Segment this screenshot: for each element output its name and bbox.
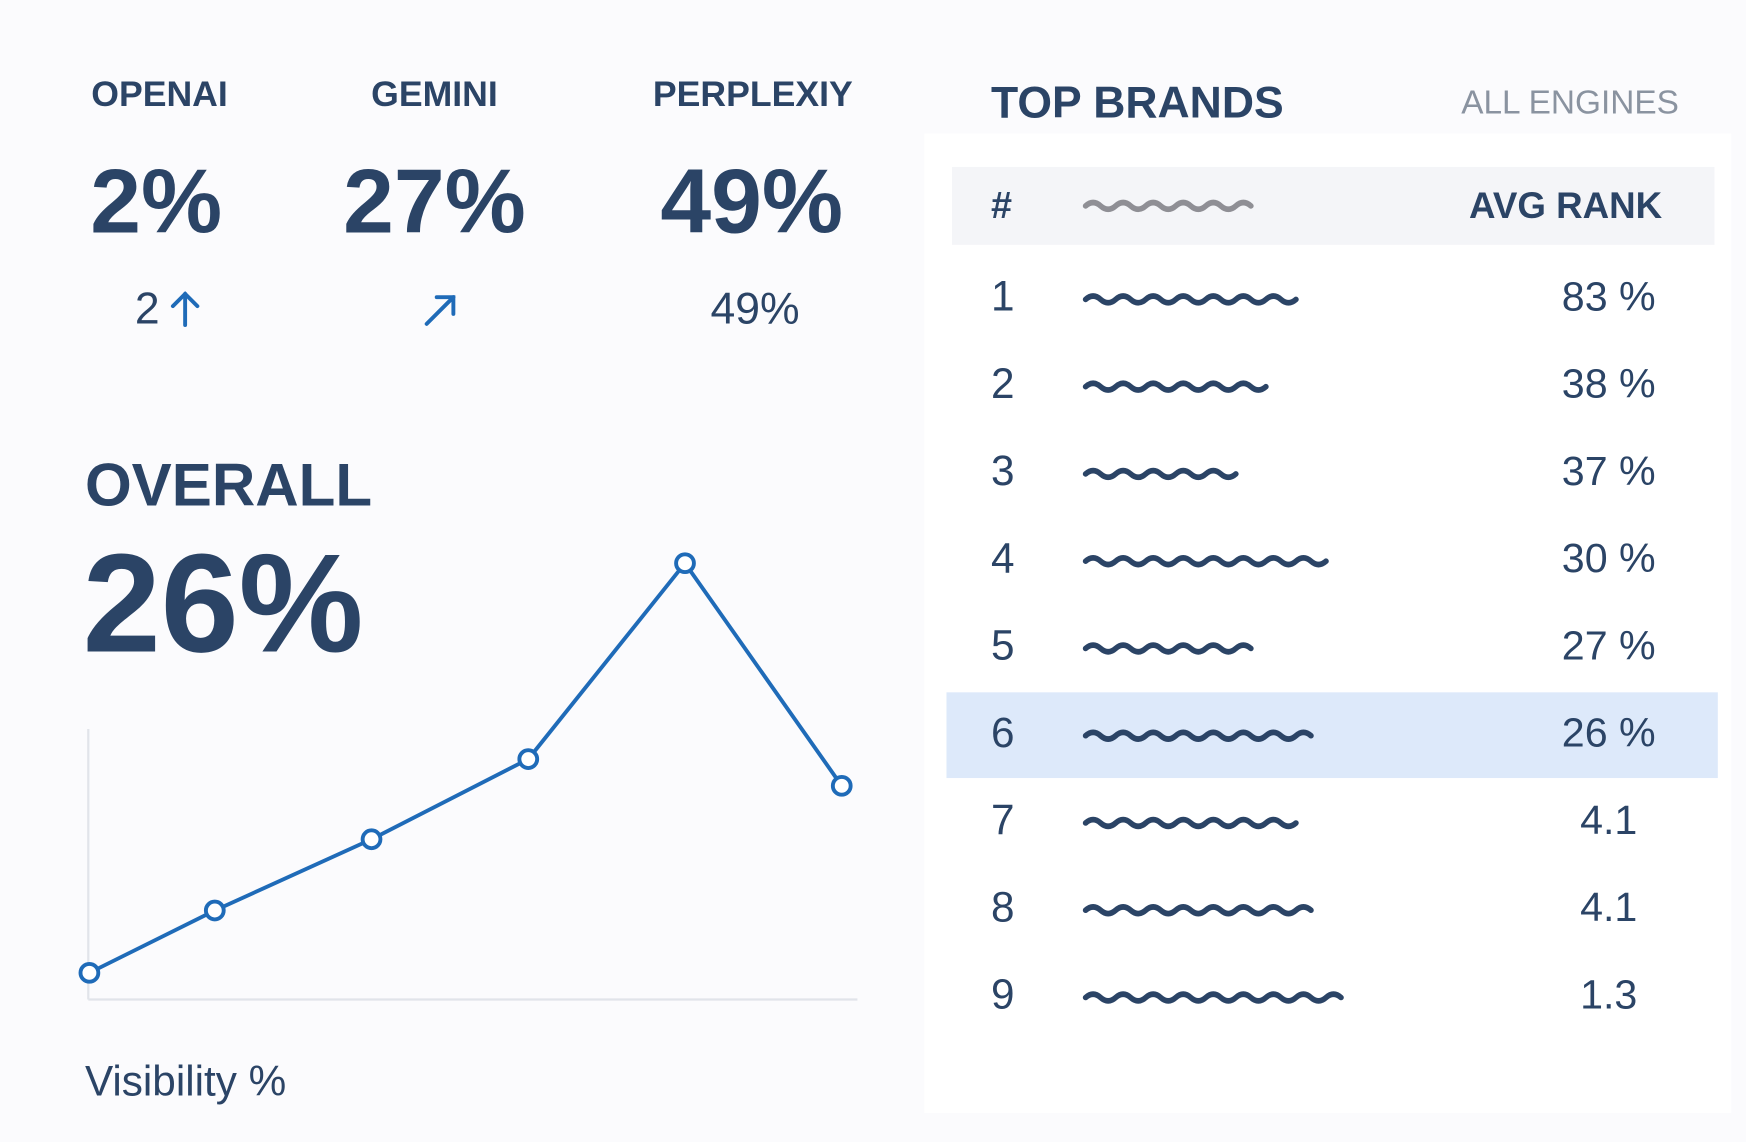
row-rank: 6	[991, 709, 1015, 756]
row-rank: 4	[991, 534, 1015, 581]
metric-label: OPENAI	[91, 74, 228, 114]
overall-label: OVERALL	[85, 452, 372, 519]
redacted-brand	[1082, 729, 1314, 742]
redacted-brand	[1082, 816, 1299, 830]
row-value: 38 %	[1562, 361, 1656, 407]
point	[203, 899, 226, 922]
table-body: 1 83 % 2 38 % 3 37 % 4 30 % 5 27 % 6 26 % 7 4.1 8 4.1 9 1…	[946, 273, 1718, 1018]
arrow-up-icon	[170, 291, 200, 327]
point	[517, 748, 540, 770]
row-rank: 2	[991, 360, 1015, 407]
column-header: AVG RANK	[1469, 185, 1663, 226]
row-rank: 7	[991, 796, 1015, 843]
metric-value: 49%	[660, 150, 843, 252]
metric-delta: 2	[135, 284, 160, 333]
row-rank: 1	[991, 273, 1015, 320]
column-header: #	[991, 185, 1012, 227]
brands-panel	[924, 133, 1732, 1114]
engine-filter[interactable]: ALL ENGINES	[1461, 84, 1679, 121]
row-value: 4.1	[1580, 797, 1637, 843]
row-value: 37 %	[1562, 448, 1656, 494]
point	[78, 961, 101, 984]
redacted-brand	[1082, 555, 1329, 568]
point	[830, 774, 853, 797]
overall-value: 26%	[83, 524, 364, 681]
row-rank: 9	[991, 971, 1015, 1018]
row-value: 27 %	[1562, 622, 1656, 668]
redacted-header	[1082, 199, 1254, 213]
metric-value: 2%	[90, 150, 222, 252]
line	[88, 561, 844, 975]
redacted-brand	[1082, 991, 1344, 1004]
redacted-brand	[1082, 642, 1254, 655]
redacted-brand	[1082, 467, 1239, 481]
metric-delta: 49%	[710, 284, 799, 333]
row-value: 83 %	[1562, 273, 1656, 319]
point	[360, 828, 383, 851]
row-value: 1.3	[1580, 971, 1637, 1017]
row-highlight	[946, 692, 1718, 779]
line-chart	[78, 552, 853, 984]
panel-title: TOP BRANDS	[991, 79, 1284, 128]
metric-label: PERPLEXIY	[653, 74, 853, 114]
row-value: 26 %	[1562, 710, 1656, 756]
row-value: 4.1	[1580, 884, 1637, 930]
row-value: 30 %	[1562, 535, 1656, 581]
metric-value: 27%	[343, 150, 526, 252]
row-rank: 8	[991, 883, 1015, 930]
x-axis-label: Visibility %	[85, 1057, 286, 1104]
row-rank: 3	[991, 447, 1015, 494]
row-rank: 5	[991, 622, 1015, 669]
metric-label: GEMINI	[371, 74, 498, 114]
arrow-up-right-icon	[424, 295, 456, 326]
point	[674, 552, 696, 575]
table-header	[952, 166, 1715, 245]
redacted-brand	[1082, 293, 1299, 306]
redacted-brand	[1082, 380, 1269, 393]
redacted-brand	[1082, 904, 1314, 917]
